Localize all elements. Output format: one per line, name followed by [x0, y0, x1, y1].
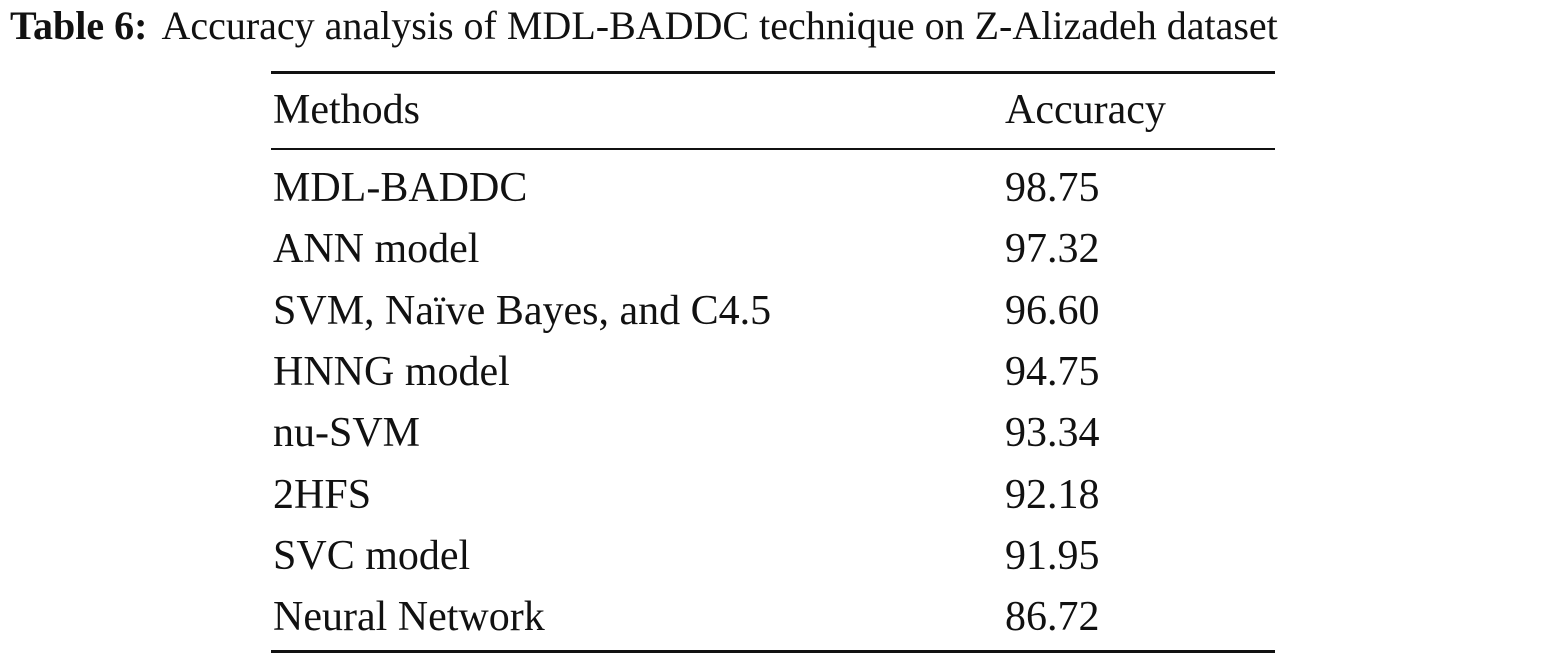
table-cell: HNNG model	[273, 348, 510, 395]
table-cell: 93.34	[1005, 410, 1100, 457]
table-cell: SVC model	[273, 532, 471, 579]
table-cell: 96.60	[1005, 287, 1100, 334]
header-cell: Accuracy	[1005, 87, 1166, 133]
header-cell: Methods	[273, 87, 420, 133]
table-cell: nu-SVM	[273, 410, 421, 457]
table-cell: 2HFS	[273, 471, 372, 518]
top-rule	[271, 71, 1275, 74]
table-cell: MDL-BADDC	[273, 165, 528, 211]
bottom-rule	[271, 650, 1275, 653]
caption: Table 6: Accuracy analysis of MDL-BADDC t…	[10, 2, 1278, 50]
table-cell: 98.75	[1005, 165, 1100, 211]
mid-rule	[271, 148, 1275, 150]
table-cell: 97.32	[1005, 226, 1100, 273]
caption-label: Table 6:	[10, 3, 148, 48]
table-cell: 91.95	[1005, 532, 1100, 579]
table-cell: 86.72	[1005, 594, 1100, 641]
table-cell: SVM, Naïve Bayes, and C4.5	[273, 287, 772, 334]
table-cell: ANN model	[273, 226, 480, 273]
table-cell: 94.75	[1005, 348, 1100, 395]
table-cell: Neural Network	[273, 594, 545, 641]
caption-text: Accuracy analysis of MDL-BADDC technique…	[161, 3, 1278, 48]
table-cell: 92.18	[1005, 471, 1100, 518]
